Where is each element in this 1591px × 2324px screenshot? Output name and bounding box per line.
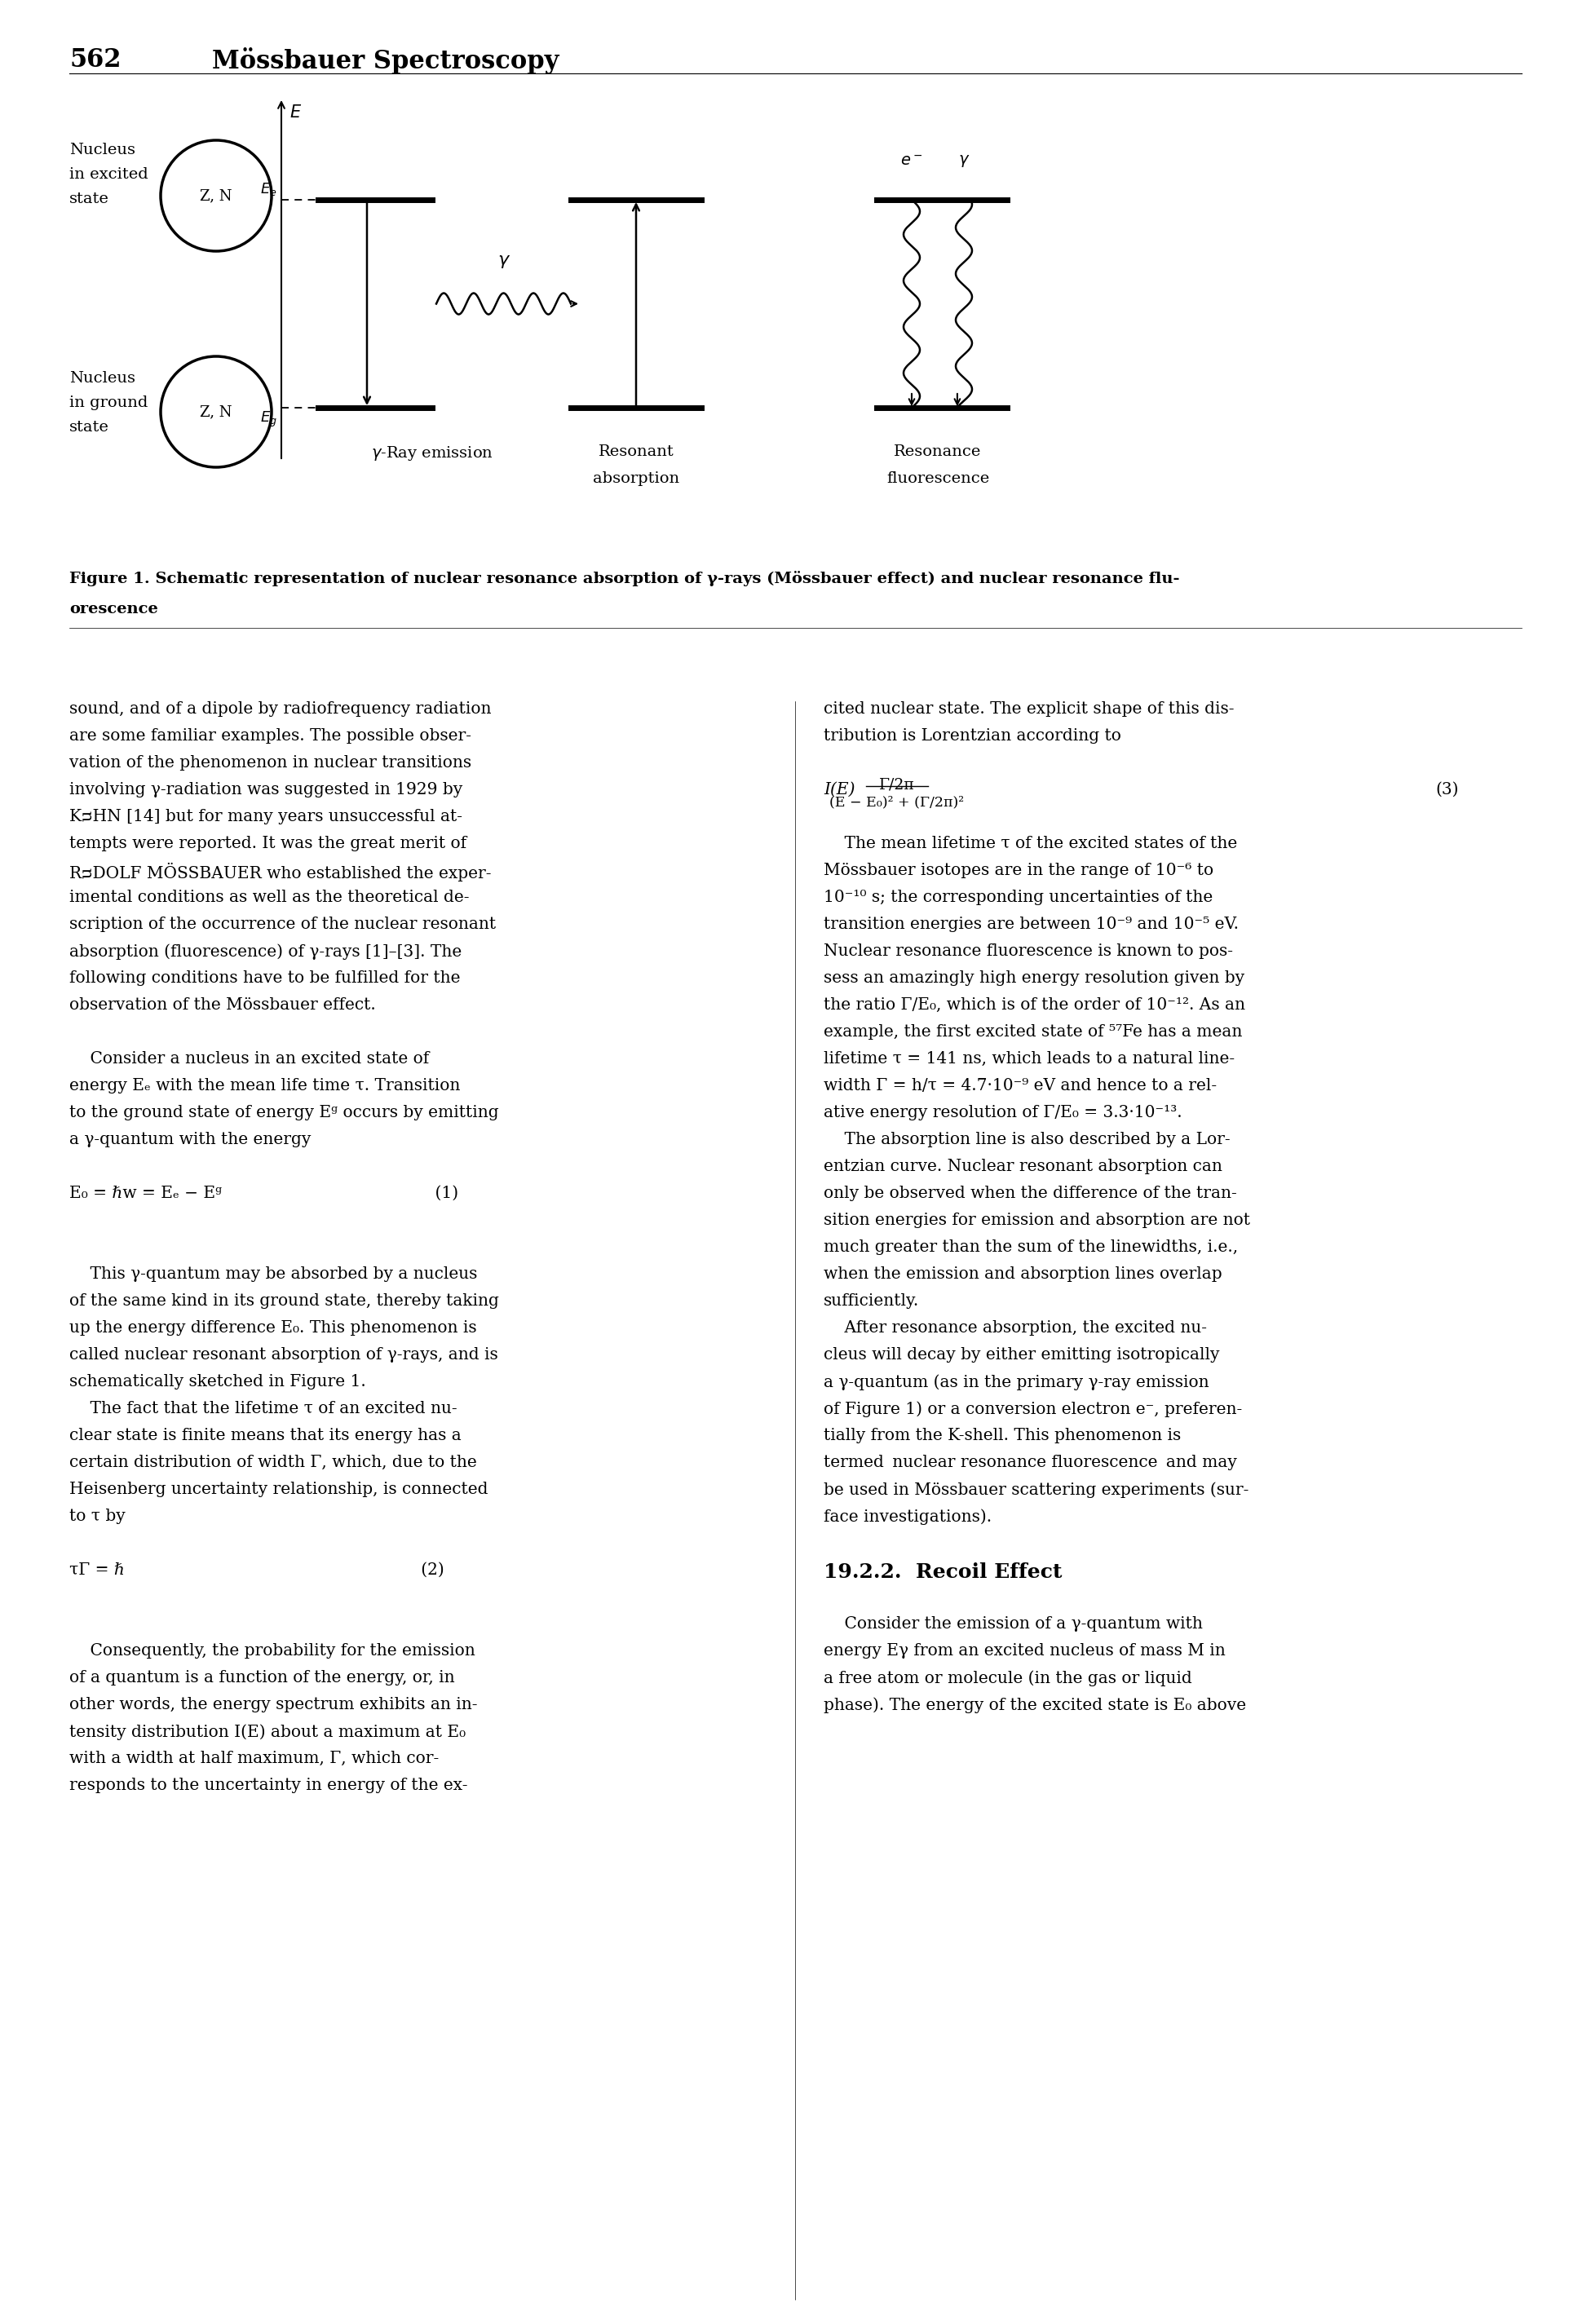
Text: in ground: in ground (70, 395, 148, 409)
Text: much greater than the sum of the linewidths, i.e.,: much greater than the sum of the linewid… (824, 1239, 1238, 1255)
Text: transition energies are between 10⁻⁹ and 10⁻⁵ eV.: transition energies are between 10⁻⁹ and… (824, 916, 1239, 932)
Text: τΓ = ℏ                                                         (2): τΓ = ℏ (2) (70, 1562, 444, 1578)
Text: The mean lifetime τ of the excited states of the: The mean lifetime τ of the excited state… (824, 837, 1238, 851)
Text: Resonance: Resonance (894, 444, 982, 460)
Text: lifetime τ = 141 ns, which leads to a natural line-: lifetime τ = 141 ns, which leads to a na… (824, 1050, 1235, 1067)
Text: involving γ-radiation was suggested in 1929 by: involving γ-radiation was suggested in 1… (70, 781, 463, 797)
Text: other words, the energy spectrum exhibits an in-: other words, the energy spectrum exhibit… (70, 1697, 477, 1713)
Text: $\gamma$: $\gamma$ (498, 251, 511, 270)
Text: Mössbauer Spectroscopy: Mössbauer Spectroscopy (212, 46, 558, 74)
Text: in excited: in excited (70, 167, 148, 181)
Text: $e^-$: $e^-$ (901, 153, 923, 170)
Text: tempts were reported. It was the great merit of: tempts were reported. It was the great m… (70, 837, 466, 851)
Text: when the emission and absorption lines overlap: when the emission and absorption lines o… (824, 1267, 1222, 1283)
Text: $\gamma$: $\gamma$ (958, 153, 971, 170)
Text: Consider a nucleus in an excited state of: Consider a nucleus in an excited state o… (70, 1050, 430, 1067)
Text: state: state (70, 191, 110, 207)
Text: termed  nuclear resonance fluorescence  and may: termed nuclear resonance fluorescence an… (824, 1455, 1236, 1471)
Text: vation of the phenomenon in nuclear transitions: vation of the phenomenon in nuclear tran… (70, 755, 471, 772)
Text: 19.2.2.  Recoil Effect: 19.2.2. Recoil Effect (824, 1562, 1063, 1583)
Text: scription of the occurrence of the nuclear resonant: scription of the occurrence of the nucle… (70, 916, 496, 932)
Text: following conditions have to be fulfilled for the: following conditions have to be fulfille… (70, 971, 460, 985)
Text: tially from the K-shell. This phenomenon is: tially from the K-shell. This phenomenon… (824, 1427, 1181, 1443)
Text: tensity distribution I(E) about a maximum at E₀: tensity distribution I(E) about a maximu… (70, 1724, 466, 1741)
Text: responds to the uncertainty in energy of the ex-: responds to the uncertainty in energy of… (70, 1778, 468, 1794)
Text: to τ by: to τ by (70, 1508, 126, 1525)
Text: Γ/2π: Γ/2π (880, 776, 915, 792)
Text: up the energy difference E₀. This phenomenon is: up the energy difference E₀. This phenom… (70, 1320, 477, 1336)
Text: called nuclear resonant absorption of γ-rays, and is: called nuclear resonant absorption of γ-… (70, 1348, 498, 1362)
Text: tribution is Lorentzian according to: tribution is Lorentzian according to (824, 727, 1122, 744)
Text: sufficiently.: sufficiently. (824, 1292, 920, 1308)
Text: Nucleus: Nucleus (70, 372, 135, 386)
Text: the ratio Γ/E₀, which is of the order of 10⁻¹². As an: the ratio Γ/E₀, which is of the order of… (824, 997, 1246, 1013)
Text: example, the first excited state of ⁵⁷Fe has a mean: example, the first excited state of ⁵⁷Fe… (824, 1025, 1243, 1039)
Text: Consider the emission of a γ-quantum with: Consider the emission of a γ-quantum wit… (824, 1615, 1203, 1631)
Text: Resonant: Resonant (598, 444, 675, 460)
Text: phase). The energy of the excited state is E₀ above: phase). The energy of the excited state … (824, 1697, 1246, 1713)
Text: orescence: orescence (70, 602, 158, 616)
Text: of Figure 1) or a conversion electron e⁻, preferen-: of Figure 1) or a conversion electron e⁻… (824, 1401, 1243, 1418)
Text: a γ-quantum (as in the primary γ-ray emission: a γ-quantum (as in the primary γ-ray emi… (824, 1373, 1209, 1390)
Text: absorption (fluorescence) of γ-rays [1]–[3]. The: absorption (fluorescence) of γ-rays [1]–… (70, 944, 461, 960)
Text: energy Eγ from an excited nucleus of mass M in: energy Eγ from an excited nucleus of mas… (824, 1643, 1225, 1659)
Text: Mössbauer isotopes are in the range of 10⁻⁶ to: Mössbauer isotopes are in the range of 1… (824, 862, 1214, 878)
Text: width Γ = h/τ = 4.7·10⁻⁹ eV and hence to a rel-: width Γ = h/τ = 4.7·10⁻⁹ eV and hence to… (824, 1078, 1217, 1095)
Text: Consequently, the probability for the emission: Consequently, the probability for the em… (70, 1643, 476, 1659)
Text: I(E): I(E) (824, 781, 854, 797)
Text: Z, N: Z, N (200, 404, 232, 418)
Text: RᴝDOLF MÖSSBAUER who established the exper-: RᴝDOLF MÖSSBAUER who established the exp… (70, 862, 492, 881)
Text: of a quantum is a function of the energy, or, in: of a quantum is a function of the energy… (70, 1671, 455, 1685)
Text: state: state (70, 421, 110, 435)
Text: to the ground state of energy Eᵍ occurs by emitting: to the ground state of energy Eᵍ occurs … (70, 1104, 498, 1120)
Text: $\gamma$-Ray emission: $\gamma$-Ray emission (371, 444, 493, 462)
Text: only be observed when the difference of the tran-: only be observed when the difference of … (824, 1185, 1236, 1202)
Text: Nuclear resonance fluorescence is known to pos-: Nuclear resonance fluorescence is known … (824, 944, 1233, 960)
Text: of the same kind in its ground state, thereby taking: of the same kind in its ground state, th… (70, 1292, 500, 1308)
Text: (E − E₀)² + (Γ/2π)²: (E − E₀)² + (Γ/2π)² (829, 795, 964, 809)
Text: sition energies for emission and absorption are not: sition energies for emission and absorpt… (824, 1213, 1251, 1227)
Text: clear state is finite means that its energy has a: clear state is finite means that its ene… (70, 1427, 461, 1443)
Text: entzian curve. Nuclear resonant absorption can: entzian curve. Nuclear resonant absorpti… (824, 1160, 1222, 1174)
Text: a free atom or molecule (in the gas or liquid: a free atom or molecule (in the gas or l… (824, 1671, 1192, 1685)
Text: imental conditions as well as the theoretical de-: imental conditions as well as the theore… (70, 890, 469, 904)
Text: with a width at half maximum, Γ, which cor-: with a width at half maximum, Γ, which c… (70, 1750, 439, 1766)
Text: This γ-quantum may be absorbed by a nucleus: This γ-quantum may be absorbed by a nucl… (70, 1267, 477, 1283)
Text: The absorption line is also described by a Lor-: The absorption line is also described by… (824, 1132, 1230, 1148)
Text: Z, N: Z, N (200, 188, 232, 202)
Text: be used in Mössbauer scattering experiments (sur-: be used in Mössbauer scattering experime… (824, 1483, 1249, 1497)
Text: The fact that the lifetime τ of an excited nu-: The fact that the lifetime τ of an excit… (70, 1401, 457, 1415)
Text: observation of the Mössbauer effect.: observation of the Mössbauer effect. (70, 997, 375, 1013)
Text: 562: 562 (70, 46, 121, 72)
Text: sound, and of a dipole by radiofrequency radiation: sound, and of a dipole by radiofrequency… (70, 702, 492, 716)
Text: (3): (3) (1435, 781, 1459, 797)
Text: Heisenberg uncertainty relationship, is connected: Heisenberg uncertainty relationship, is … (70, 1483, 488, 1497)
Text: ative energy resolution of Γ/E₀ = 3.3·10⁻¹³.: ative energy resolution of Γ/E₀ = 3.3·10… (824, 1104, 1182, 1120)
Text: energy Eₑ with the mean life time τ. Transition: energy Eₑ with the mean life time τ. Tra… (70, 1078, 460, 1095)
Text: certain distribution of width Γ, which, due to the: certain distribution of width Γ, which, … (70, 1455, 477, 1471)
Text: cleus will decay by either emitting isotropically: cleus will decay by either emitting isot… (824, 1348, 1220, 1362)
Text: sess an amazingly high energy resolution given by: sess an amazingly high energy resolution… (824, 971, 1244, 985)
Text: absorption: absorption (593, 472, 679, 486)
Text: After resonance absorption, the excited nu-: After resonance absorption, the excited … (824, 1320, 1208, 1336)
Text: schematically sketched in Figure 1.: schematically sketched in Figure 1. (70, 1373, 366, 1390)
Text: Figure 1. Schematic representation of nuclear resonance absorption of γ-rays (Mö: Figure 1. Schematic representation of nu… (70, 572, 1179, 586)
Text: E₀ = ℏw = Eₑ − Eᵍ                                         (1): E₀ = ℏw = Eₑ − Eᵍ (1) (70, 1185, 458, 1202)
Text: face investigations).: face investigations). (824, 1508, 991, 1525)
Text: fluorescence: fluorescence (886, 472, 990, 486)
Text: a γ-quantum with the energy: a γ-quantum with the energy (70, 1132, 310, 1148)
Text: cited nuclear state. The explicit shape of this dis-: cited nuclear state. The explicit shape … (824, 702, 1235, 716)
Text: are some familiar examples. The possible obser-: are some familiar examples. The possible… (70, 727, 471, 744)
Text: $E$: $E$ (290, 105, 302, 121)
Text: $E_g$: $E_g$ (261, 409, 277, 430)
Text: $E_e$: $E_e$ (261, 181, 277, 198)
Text: Nucleus: Nucleus (70, 142, 135, 158)
Text: KᴝHN [14] but for many years unsuccessful at-: KᴝHN [14] but for many years unsuccessfu… (70, 809, 463, 825)
Text: 10⁻¹⁰ s; the corresponding uncertainties of the: 10⁻¹⁰ s; the corresponding uncertainties… (824, 890, 1212, 904)
